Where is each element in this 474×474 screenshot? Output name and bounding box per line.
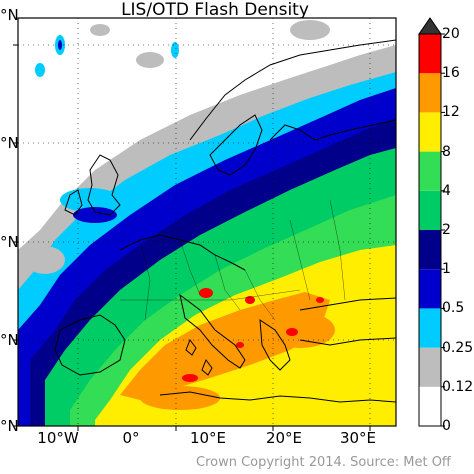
density-band-red (286, 328, 298, 336)
lon-label: 20°E (265, 429, 303, 447)
colorbar-tick-label: 0.25 (442, 339, 474, 356)
country-borders (120, 199, 346, 321)
density-band-grey (136, 52, 164, 68)
colorbar-segment (419, 386, 441, 426)
colorbar-tick-label: 16 (442, 65, 460, 82)
density-band-red (236, 342, 244, 348)
lat-label: °N (0, 6, 19, 24)
coastlines (54, 39, 396, 403)
density-band-grey (290, 20, 330, 40)
density-band-lightblue (35, 63, 45, 77)
colorbar-segment (419, 112, 441, 152)
colorbar (418, 17, 445, 427)
colorbar-tick-label: 0.125 (442, 378, 474, 395)
colorbar-tick-label: 1 (442, 261, 451, 278)
colorbar-tick-label: 2 (442, 222, 451, 238)
density-band-red (316, 297, 324, 303)
colorbar-tick-label: 8 (442, 143, 451, 160)
colorbar-segment (419, 73, 441, 113)
lon-label: 0° (122, 429, 140, 447)
colorbar-segment (419, 190, 441, 230)
colorbar-tick-label: 0 (442, 418, 451, 434)
colorbar-segment (419, 308, 441, 348)
map-title: LIS/OTD Flash Density (121, 0, 309, 20)
colorbar-segment (419, 347, 441, 387)
density-band-blue (58, 40, 62, 50)
density-band-orange (140, 386, 220, 410)
colorbar-segment (419, 151, 441, 191)
colorbar-extend-arrow (418, 17, 442, 35)
gridlines (18, 18, 396, 426)
lon-label: 10°E (189, 429, 227, 447)
lon-label: 10°W (37, 429, 79, 447)
axis-ticks (13, 44, 371, 431)
density-band-orange (265, 312, 335, 348)
lon-label: 30°E (339, 429, 377, 447)
colorbar-segment (419, 269, 441, 309)
lat-label: °N (0, 134, 19, 152)
density-band-grey (90, 24, 110, 36)
credit-text: Crown Copyright 2014. Source: Met Off (196, 455, 451, 470)
colorbar-tick-label: 20 (442, 26, 460, 42)
density-band-red (182, 374, 198, 382)
plot-frame (17, 17, 397, 427)
colorbar-segment (419, 230, 441, 270)
lat-label: °N (0, 417, 19, 435)
density-band-red (199, 288, 213, 298)
colorbar-tick-label: 4 (442, 182, 451, 199)
density-band-grey (25, 246, 65, 274)
lat-label: °N (0, 331, 19, 349)
density-band-red (245, 296, 255, 304)
density-band-lightblue (171, 42, 179, 58)
density-band-blue (73, 207, 117, 223)
colorbar-tick-label: 0.5 (442, 300, 465, 317)
lat-label: °N (0, 233, 19, 251)
colorbar-segment (419, 34, 441, 74)
colorbar-tick-label: 12 (442, 104, 460, 121)
density-band-lightblue (60, 188, 120, 212)
